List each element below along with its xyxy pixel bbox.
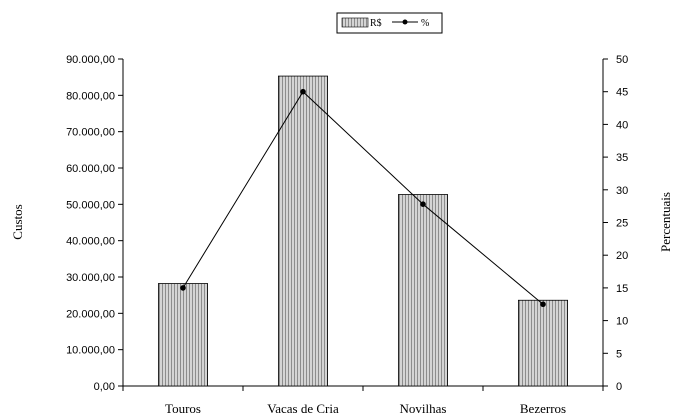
y2-tick-label: 50 (616, 54, 628, 66)
percent-point (300, 88, 306, 95)
y2-tick-label: 40 (616, 119, 628, 131)
y-axis-title: Custos (10, 204, 25, 239)
y-tick-label: 40.000,00 (66, 236, 115, 248)
y2-axis-title: Percentuais (658, 192, 673, 252)
legend-marker (402, 19, 408, 25)
bar (397, 194, 448, 387)
y2-tick-label: 15 (616, 283, 628, 295)
legend-label-bar: R$ (370, 18, 382, 29)
x-axis-ticks: Touros Vacas de Cria Novilhas Bezerros (122, 386, 604, 416)
legend-label-line: % (421, 18, 429, 29)
y-tick-label: 10.000,00 (66, 345, 115, 357)
y2-tick-label: 10 (616, 316, 628, 328)
y2-tick-label: 25 (616, 218, 628, 230)
percent-line (182, 90, 544, 305)
bar (518, 299, 569, 387)
y2-tick-label: 20 (616, 250, 628, 262)
y-tick-label: 50.000,00 (66, 199, 115, 211)
y-tick-label: 20.000,00 (66, 308, 115, 320)
x-category-label: Touros (165, 401, 201, 416)
y2-tick-label: 35 (616, 152, 628, 164)
y-tick-label: 0,00 (94, 381, 115, 393)
bar (157, 283, 208, 387)
y-tick-label: 70.000,00 (66, 127, 115, 139)
y-axis-ticks: 0,00 10.000,00 20.000,00 30.000,00 40.000,00… (66, 54, 123, 393)
y-tick-label: 30.000,00 (66, 272, 115, 284)
bar (277, 75, 328, 387)
y-tick-label: 80.000,00 (66, 90, 115, 102)
percent-point (420, 201, 426, 207)
y2-axis-ticks: 0 5 10 15 20 25 30 35 40 45 50 (603, 54, 628, 393)
x-category-label: Bezerros (520, 401, 566, 416)
percent-point (180, 285, 186, 291)
y2-tick-label: 5 (616, 348, 622, 360)
legend: R$ % (336, 12, 443, 34)
percent-point (540, 301, 546, 308)
x-category-label: Vacas de Cria (267, 401, 339, 416)
legend-swatch-bar (341, 17, 369, 28)
line-series (180, 88, 546, 308)
y2-tick-label: 30 (616, 185, 628, 197)
x-category-label: Novilhas (400, 401, 447, 416)
bar-series (157, 75, 569, 387)
y2-tick-label: 0 (616, 381, 622, 393)
y-tick-label: 60.000,00 (66, 163, 115, 175)
y2-tick-label: 45 (616, 87, 628, 99)
y-tick-label: 90.000,00 (66, 54, 115, 66)
